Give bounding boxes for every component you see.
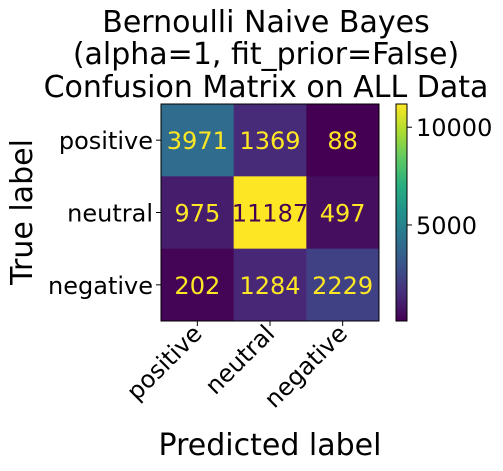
heatmap-cell-value: 497 — [320, 200, 366, 228]
heatmap-cell — [306, 176, 380, 250]
chart-title-line-1: Bernoulli Naive Bayes — [102, 5, 429, 40]
x-tick-label: positive — [121, 319, 207, 405]
y-axis-label: True label — [5, 139, 40, 286]
y-axis-ticks: positive neutral negative — [48, 127, 161, 300]
y-tick-label: neutral — [67, 200, 153, 228]
y-tick-label: negative — [48, 272, 153, 300]
chart-title-line-2: (alpha=1, fit_prior=False) — [73, 37, 459, 72]
heatmap-cell — [306, 248, 380, 322]
colorbar-ticks: 5000 10000 — [407, 114, 492, 240]
chart-title-line-3: Confusion Matrix on ALL Data — [44, 70, 489, 105]
heatmap-cell-value: 1284 — [239, 272, 300, 300]
heatmap-cell — [161, 104, 235, 177]
heatmap-cell — [233, 104, 307, 177]
heatmap-cell-value: 1369 — [239, 127, 300, 155]
colorbar — [395, 103, 408, 322]
heatmap-cell-value: 975 — [174, 200, 220, 228]
y-tick-label: positive — [59, 127, 153, 155]
heatmap-cell-value: 88 — [327, 127, 358, 155]
heatmap-cell — [233, 248, 307, 322]
heatmap-cell — [233, 176, 307, 250]
heatmap-cell-value: 202 — [174, 272, 220, 300]
heatmap-cell-value: 3971 — [167, 127, 228, 155]
heatmap-cell — [161, 248, 235, 322]
heatmap-cell-labels: 3971 1369 88 975 11187 497 202 1284 2229 — [167, 127, 373, 300]
colorbar-tick-label: 5000 — [416, 212, 477, 240]
x-axis-label: Predicted label — [159, 428, 382, 463]
heatmap-cells — [161, 104, 380, 322]
heatmap-cell-value: 11187 — [232, 200, 308, 228]
heatmap-cell-value: 2229 — [312, 272, 373, 300]
colorbar-tick-label: 10000 — [416, 114, 492, 142]
heatmap-cell — [306, 104, 380, 177]
heatmap-cell — [161, 176, 235, 250]
